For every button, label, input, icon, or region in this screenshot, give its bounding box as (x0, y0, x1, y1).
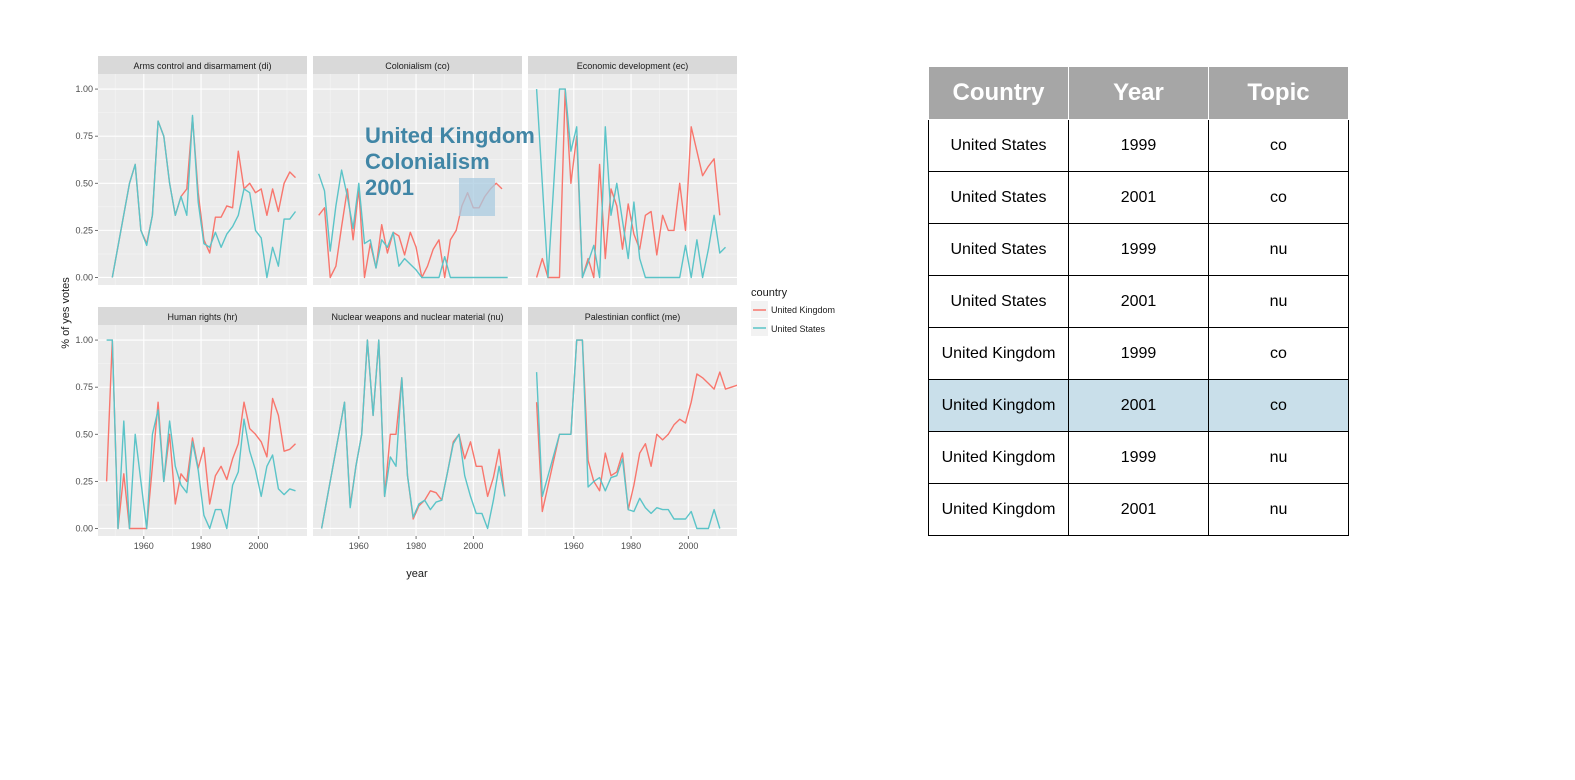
facet-panel: Arms control and disarmament (di) 0.00 0.2… (75, 56, 307, 285)
y-tick-label: 0.25 (75, 225, 93, 235)
table-header-row: Country Year Topic (928, 66, 1349, 120)
cell-year: 2001 (1068, 483, 1209, 536)
x-tick-label: 1960 (349, 541, 369, 551)
legend-label-us: United States (771, 324, 826, 334)
annotation-topic: Colonialism (365, 149, 490, 174)
x-tick-label: 2000 (678, 541, 698, 551)
facet-strip (313, 56, 522, 74)
cell-year: 2001 (1068, 379, 1209, 432)
series-line-united-states (318, 169, 508, 279)
x-tick-label: 2000 (248, 541, 268, 551)
cell-year: 1999 (1068, 119, 1209, 172)
cell-country: United Kingdom (928, 483, 1069, 536)
y-tick-label: 0.00 (75, 523, 93, 533)
x-tick-label: 1960 (564, 541, 584, 551)
cell-country: United Kingdom (928, 379, 1069, 432)
facet-title: Nuclear weapons and nuclear material (nu… (331, 312, 503, 322)
cell-country: United Kingdom (928, 431, 1069, 484)
cell-topic: co (1208, 327, 1349, 380)
series-line-united-kingdom (105, 339, 296, 530)
series-line-united-states (106, 339, 296, 530)
series-line-united-states (320, 339, 506, 530)
cell-topic: nu (1208, 223, 1349, 276)
facet-panel: Colonialism (co) (313, 56, 522, 285)
facet-title: Palestinian conflict (me) (585, 312, 681, 322)
y-tick-label: 0.75 (75, 382, 93, 392)
cell-year: 1999 (1068, 431, 1209, 484)
table-row[interactable]: United Kingdom 1999 nu (928, 431, 1349, 484)
facet-title: Colonialism (co) (385, 61, 450, 71)
y-axis-title: % of yes votes (60, 277, 72, 349)
x-tick-label: 2000 (463, 541, 483, 551)
series-line-united-states (535, 88, 726, 279)
cell-year: 2001 (1068, 171, 1209, 224)
facet-panel: Palestinian conflict (me) 1960 1980 2000 (528, 307, 737, 551)
panel-background (98, 74, 307, 285)
cell-topic: co (1208, 119, 1349, 172)
annotation-year: 2001 (365, 175, 414, 200)
header-topic: Topic (1208, 66, 1349, 120)
cell-year: 1999 (1068, 327, 1209, 380)
panel-background (528, 74, 737, 285)
cell-topic: nu (1208, 483, 1349, 536)
legend-label-uk: United Kingdom (771, 305, 835, 315)
y-tick-label: 0.50 (75, 178, 93, 188)
cell-topic: co (1208, 379, 1349, 432)
panel-background (528, 325, 737, 536)
table-row[interactable]: United States 1999 co (928, 119, 1349, 172)
cell-topic: co (1208, 171, 1349, 224)
y-tick-label: 0.00 (75, 272, 93, 282)
y-tick-label: 0.50 (75, 429, 93, 439)
legend-title: country (751, 287, 788, 299)
series-line-united-states (111, 114, 297, 279)
x-tick-label: 1980 (406, 541, 426, 551)
facet-strip (528, 307, 737, 325)
facet-strip (313, 307, 522, 325)
table-row[interactable]: United States 2001 co (928, 171, 1349, 224)
facet-panel: Nuclear weapons and nuclear material (nu… (313, 307, 522, 551)
facet-strip (528, 56, 737, 74)
x-tick-label: 1980 (191, 541, 211, 551)
cell-year: 1999 (1068, 223, 1209, 276)
facet-strip (98, 56, 307, 74)
y-tick-label: 1.00 (75, 84, 93, 94)
y-tick-label: 0.25 (75, 476, 93, 486)
facet-panel: Economic development (ec) (528, 56, 737, 285)
facet-title: Human rights (hr) (167, 312, 237, 322)
panel-background (313, 325, 522, 536)
callout-annotation: United Kingdom Colonialism 2001 (365, 123, 535, 200)
x-tick-label: 1980 (621, 541, 641, 551)
table-row-highlighted[interactable]: United Kingdom 2001 co (928, 379, 1349, 432)
cell-topic: nu (1208, 431, 1349, 484)
x-axis-title: year (406, 568, 428, 580)
facet-title: Economic development (ec) (577, 61, 689, 71)
cell-country: United States (928, 119, 1069, 172)
cell-country: United States (928, 171, 1069, 224)
cell-year: 2001 (1068, 275, 1209, 328)
series-line-united-kingdom (535, 88, 721, 279)
x-tick-label: 1960 (134, 541, 154, 551)
legend: country United Kingdom United States (751, 287, 835, 336)
cell-country: United States (928, 223, 1069, 276)
header-year: Year (1068, 66, 1209, 120)
facet-strip (98, 307, 307, 325)
table-row[interactable]: United States 1999 nu (928, 223, 1349, 276)
facet-title: Arms control and disarmament (di) (133, 61, 271, 71)
y-tick-label: 1.00 (75, 335, 93, 345)
facet-panel: Human rights (hr) 0.00 0.25 0.50 0.75 1.00 196… (75, 307, 307, 551)
y-tick-label: 0.75 (75, 131, 93, 141)
cell-country: United Kingdom (928, 327, 1069, 380)
series-line-united-states (535, 339, 721, 530)
table-row[interactable]: United Kingdom 2001 nu (928, 483, 1349, 536)
cell-topic: nu (1208, 275, 1349, 328)
table-row[interactable]: United Kingdom 1999 co (928, 327, 1349, 380)
facet-panels: Arms control and disarmament (di) 0.00 0.2… (75, 56, 737, 551)
selection-table: Country Year Topic United States 1999 co U… (928, 66, 1349, 536)
annotation-country: United Kingdom (365, 123, 535, 148)
cell-country: United States (928, 275, 1069, 328)
faceted-line-chart: Arms control and disarmament (di) 0.00 0.2… (60, 56, 835, 580)
table-row[interactable]: United States 2001 nu (928, 275, 1349, 328)
highlight-box (459, 178, 495, 216)
header-country: Country (928, 66, 1069, 120)
